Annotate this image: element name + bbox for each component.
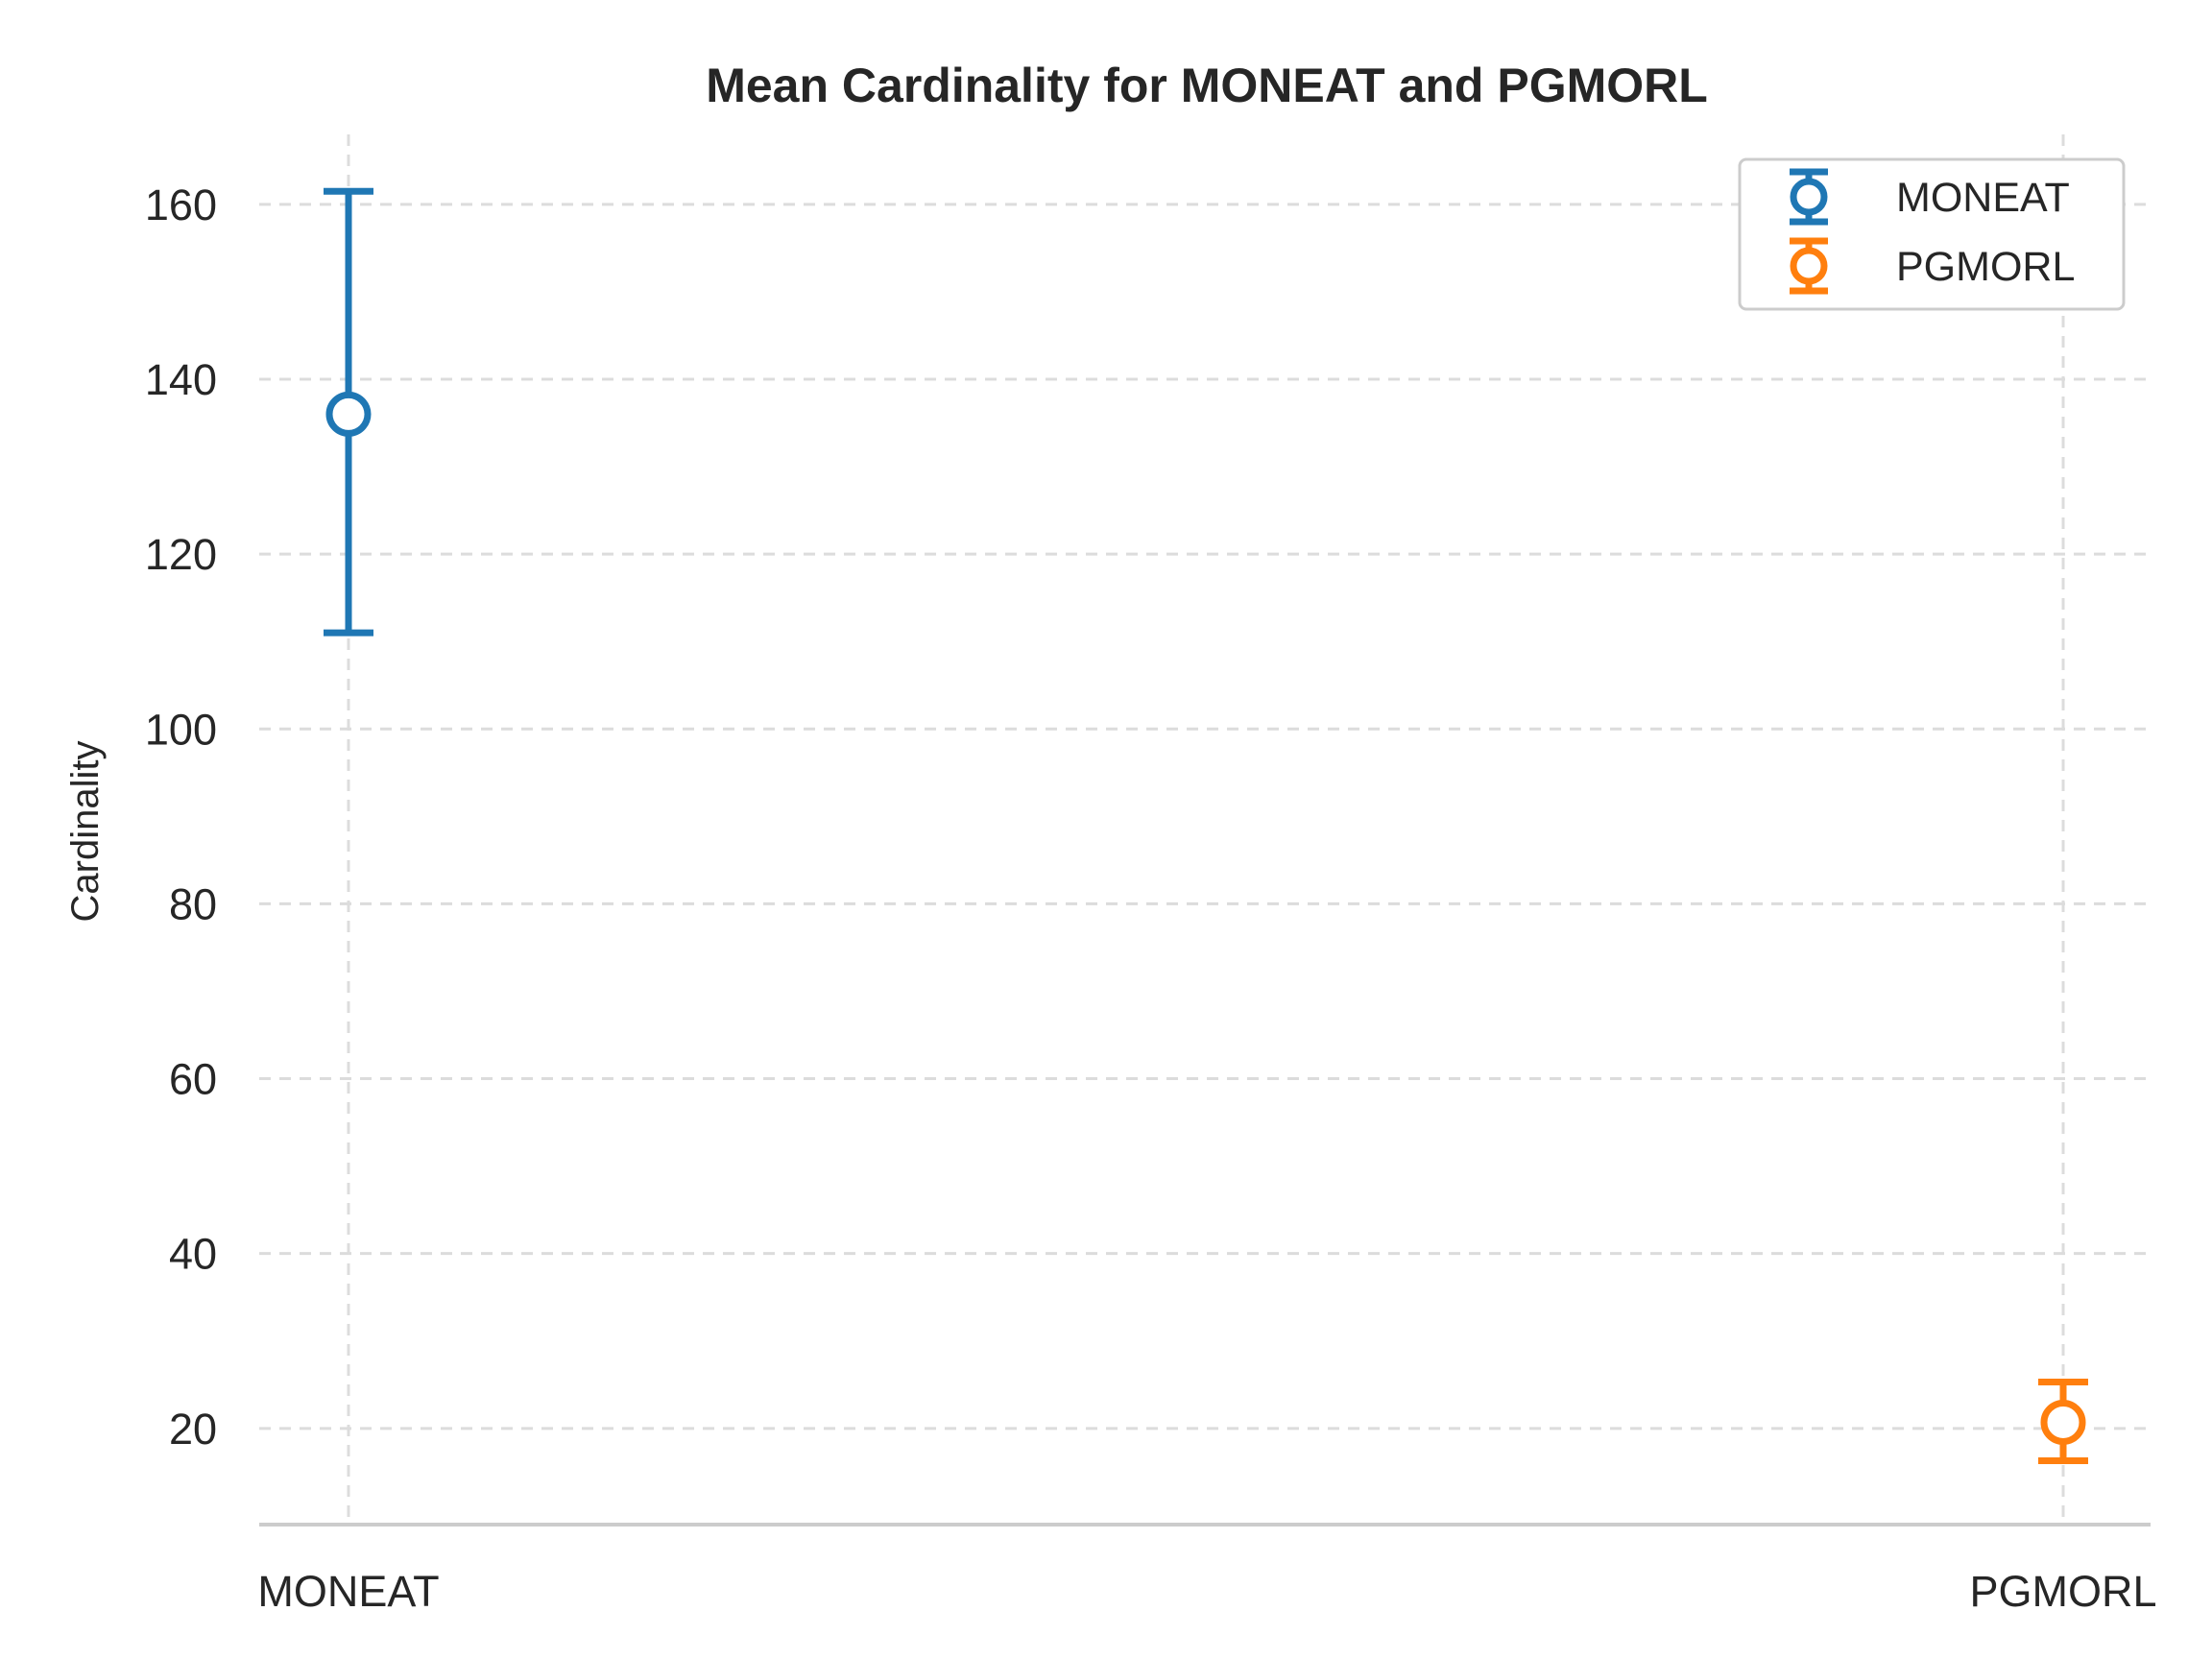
y-axis-label: Cardinality <box>64 741 107 923</box>
y-tick-label: 100 <box>145 705 217 754</box>
legend-item-moneat: MONEAT <box>1790 168 2070 226</box>
y-tick-label: 80 <box>169 879 217 928</box>
legend-items: MONEAT PGMORL <box>1790 168 2075 295</box>
y-axis-ticks: 20 40 60 80 100 120 140 160 <box>145 180 217 1454</box>
series-layer <box>324 187 2088 1465</box>
x-tick-label: PGMORL <box>1969 1567 2156 1616</box>
y-tick-label: 20 <box>169 1405 217 1454</box>
data-point <box>325 391 372 437</box>
data-point <box>2040 1399 2086 1445</box>
x-tick-label: MONEAT <box>257 1567 439 1616</box>
x-axis-ticks: MONEAT PGMORL <box>257 1567 2156 1616</box>
legend: MONEAT PGMORL <box>1738 157 2126 311</box>
series-pgmorl <box>2038 1379 2088 1465</box>
y-tick-label: 160 <box>145 180 217 229</box>
y-tick-label: 40 <box>169 1230 217 1279</box>
y-tick-label: 60 <box>169 1055 217 1104</box>
y-tick-label: 140 <box>145 355 217 404</box>
legend-label: PGMORL <box>1896 244 2075 290</box>
legend-marker-point <box>1790 178 1828 216</box>
chart-title: Mean Cardinality for MONEAT and PGMORL <box>706 59 1708 112</box>
legend-marker-point <box>1790 247 1828 285</box>
series-moneat <box>324 187 373 637</box>
y-tick-label: 120 <box>145 530 217 579</box>
legend-frame <box>1738 157 2126 311</box>
legend-item-pgmorl: PGMORL <box>1790 237 2075 295</box>
legend-label: MONEAT <box>1896 175 2070 221</box>
